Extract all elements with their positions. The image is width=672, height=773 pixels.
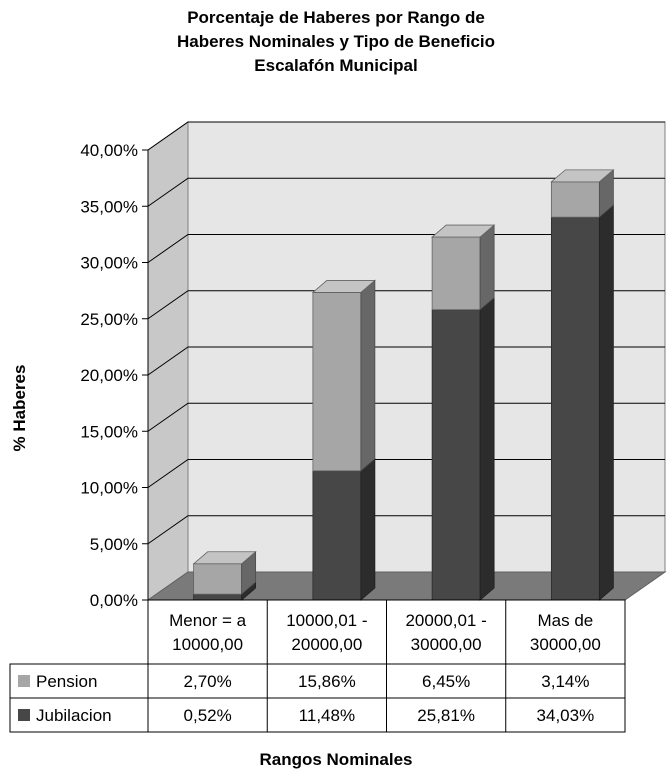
y-tick-label: 35,00% <box>80 197 138 216</box>
legend-label-jubilacion: Jubilacion <box>36 706 112 725</box>
category-label: 20000,00 <box>291 635 362 654</box>
category-label: 10000,01 - <box>286 611 367 630</box>
y-tick-label: 30,00% <box>80 254 138 273</box>
y-tick-label: 10,00% <box>80 479 138 498</box>
x-axis-label: Rangos Nominales <box>259 750 413 769</box>
bar-side-pension <box>479 224 495 311</box>
legend-key-jubilacion <box>18 709 30 721</box>
bar-jubilacion <box>550 216 600 601</box>
gridline <box>147 121 665 151</box>
bar-pension <box>550 181 600 218</box>
category-label: 30000,00 <box>530 635 601 654</box>
chart-title-line-2: Haberes Nominales y Tipo de Beneficio <box>176 32 496 51</box>
table-cell-value: 34,03% <box>537 706 595 725</box>
table-cell-value: 6,45% <box>422 672 470 691</box>
category-label: 20000,01 - <box>405 611 486 630</box>
gridline <box>147 346 665 376</box>
bar-top-pension <box>550 169 615 183</box>
table-cell-value: 25,81% <box>417 706 475 725</box>
table-cell-value: 2,70% <box>184 672 232 691</box>
bar-pension <box>312 292 362 472</box>
bar-side-jubilacion <box>598 204 614 601</box>
chart-title-line-1: Porcentaje de Haberes por Rango de <box>187 8 485 27</box>
legend-label-pension: Pension <box>36 672 97 691</box>
bar-side-jubilacion <box>479 296 495 601</box>
y-tick-label: 5,00% <box>90 535 138 554</box>
category-label: Menor = a <box>169 611 247 630</box>
chart-title-line-3: Escalafón Municipal <box>254 56 418 75</box>
gridline <box>147 515 665 545</box>
table-cell-value: 0,52% <box>184 706 232 725</box>
bar-side-pension <box>360 279 376 472</box>
bar-jubilacion <box>312 470 362 601</box>
category-label: 10000,00 <box>172 635 243 654</box>
y-tick-label: 20,00% <box>80 366 138 385</box>
y-tick-label: 40,00% <box>80 141 138 160</box>
bar-top-pension <box>311 280 376 293</box>
bar-pension <box>193 563 243 595</box>
table-cell-value: 11,48% <box>299 706 355 725</box>
gridline <box>147 402 665 432</box>
legend-key-pension <box>18 675 30 687</box>
bar-jubilacion <box>193 593 243 601</box>
gridline <box>147 234 665 263</box>
table-cell-value: 15,86% <box>298 672 356 691</box>
y-tick-label: 0,00% <box>90 591 138 610</box>
bar-side-jubilacion <box>360 457 376 601</box>
gridline <box>147 290 665 320</box>
bar-pension <box>431 236 481 311</box>
category-label: Mas de <box>538 611 594 630</box>
gridline <box>147 177 665 207</box>
table-cell-value: 3,14% <box>541 672 589 691</box>
bar-top-pension <box>192 551 257 565</box>
bar-top-pension <box>431 224 496 238</box>
bar-jubilacion <box>431 309 481 601</box>
y-tick-label: 15,00% <box>80 422 138 441</box>
category-label: 30000,00 <box>411 635 482 654</box>
gridline <box>147 459 665 488</box>
y-tick-label: 25,00% <box>80 310 138 329</box>
